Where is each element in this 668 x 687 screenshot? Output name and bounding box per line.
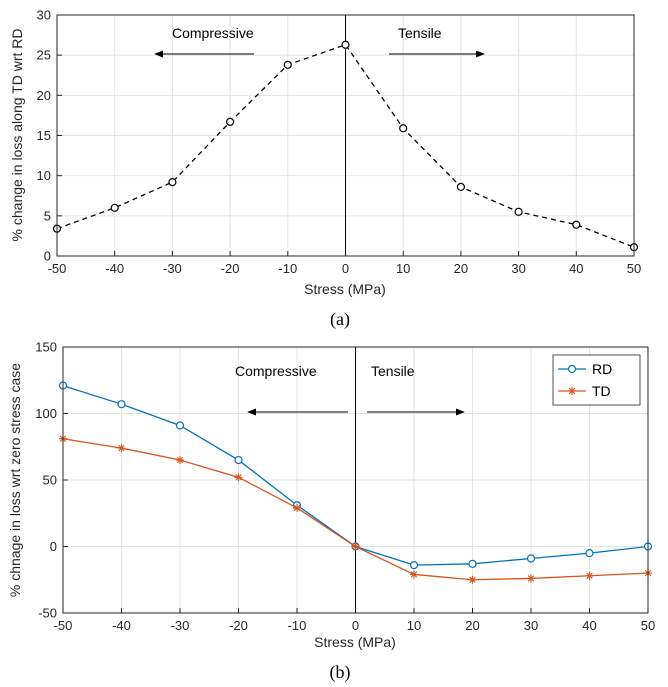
data-point <box>226 117 235 126</box>
y-tick-label: 0 <box>44 249 51 264</box>
data-point-td <box>468 575 477 584</box>
y-tick-label: 15 <box>37 128 51 143</box>
data-point <box>572 220 581 229</box>
ticks-b: -50 -40 -30 -20 -10 0 10 20 30 40 50 -50 0 50 100 150 <box>35 340 655 634</box>
legend: RD TD <box>552 354 641 406</box>
x-tick-label: 50 <box>627 261 641 276</box>
x-tick-label: -30 <box>171 618 190 633</box>
data-point <box>283 60 292 69</box>
x-tick-label: -20 <box>221 261 240 276</box>
x-tick-label: -10 <box>288 618 307 633</box>
series-line <box>56 43 635 248</box>
x-tick-label: 50 <box>641 618 655 633</box>
x-tick-label: 10 <box>396 261 410 276</box>
x-tick-label: -30 <box>163 261 182 276</box>
x-tick-label: 40 <box>569 261 583 276</box>
data-point <box>456 182 465 192</box>
x-tick-label: 30 <box>524 618 538 633</box>
y-tick-label: 0 <box>50 539 57 554</box>
data-point <box>110 203 119 212</box>
data-point-rd <box>585 549 594 558</box>
x-axis-label-a: Stress (MPa) <box>304 281 386 297</box>
legend-td-label: TD <box>592 383 611 399</box>
annotation-compressive-label-a: Compressive <box>172 25 254 41</box>
data-point-td <box>176 456 184 465</box>
data-point-rd <box>175 421 185 430</box>
y-tick-label: 20 <box>37 88 51 103</box>
y-tick-label: 50 <box>43 473 57 488</box>
annotation-tensile-b: Tensile <box>367 363 465 416</box>
y-tick-label: -50 <box>38 606 57 621</box>
x-tick-label: -20 <box>229 618 248 633</box>
x-tick-label: -10 <box>278 261 297 276</box>
annotation-compressive-a: Compressive <box>154 25 254 58</box>
y-axis-label-b: % chnage in loss wrt zero stress case <box>7 363 23 597</box>
data-point-td <box>351 542 360 551</box>
chart-a: -50 -40 -30 -20 -10 0 10 20 30 40 50 0 5 10 15 20 25 30 C… <box>9 8 641 331</box>
annotation-compressive-label-b: Compressive <box>235 363 317 379</box>
annotation-compressive-b: Compressive <box>235 363 348 416</box>
annotation-tensile-label-a: Tensile <box>398 25 442 41</box>
y-tick-label: 150 <box>35 340 57 355</box>
data-point-td <box>410 570 418 579</box>
legend-rd-label: RD <box>592 361 612 377</box>
legend-rd-marker <box>567 364 577 374</box>
plot-border-a <box>56 14 635 257</box>
data-point-rd <box>409 561 419 570</box>
data-point-rd <box>526 554 536 563</box>
plot-border-b <box>62 346 649 614</box>
data-point-rd <box>117 400 126 409</box>
y-tick-label: 10 <box>37 168 51 183</box>
ticks-a: -50 -40 -30 -20 -10 0 10 20 30 40 50 0 5 10 15 20 25 30 <box>37 8 642 277</box>
data-point-rd <box>234 455 243 465</box>
y-axis-label-a: % change in loss along TD wrt RD <box>9 29 25 242</box>
y-tick-label: 30 <box>37 8 51 23</box>
legend-box <box>552 354 641 406</box>
x-tick-label: 0 <box>352 618 359 633</box>
data-point-rd <box>468 559 477 568</box>
x-tick-label: 10 <box>407 618 421 633</box>
chart-b: -50 -40 -30 -20 -10 0 10 20 30 40 50 -50 0 50 100 150 C… <box>7 340 655 684</box>
data-point-td <box>117 444 126 453</box>
x-axis-label-b: Stress (MPa) <box>314 634 396 650</box>
data-point <box>168 177 177 187</box>
data-point <box>514 207 523 216</box>
x-tick-label: -40 <box>105 261 124 276</box>
data-point-td <box>585 571 594 580</box>
caption-a: (a) <box>330 309 350 330</box>
y-tick-label: 100 <box>35 406 57 421</box>
x-tick-label: 40 <box>582 618 596 633</box>
data-point-td <box>234 473 243 482</box>
data-point-td <box>527 574 535 583</box>
x-tick-label: 30 <box>511 261 525 276</box>
annotation-tensile-a: Tensile <box>389 25 485 58</box>
x-tick-label: -50 <box>48 261 67 276</box>
y-tick-label: 5 <box>44 208 51 223</box>
y-tick-label: 25 <box>37 48 51 63</box>
data-point <box>399 124 408 133</box>
x-tick-label: 0 <box>342 261 349 276</box>
x-tick-label: 20 <box>465 618 479 633</box>
data-point-td <box>293 503 301 512</box>
x-tick-label: -50 <box>54 618 73 633</box>
x-tick-label: -40 <box>112 618 131 633</box>
caption-b: (b) <box>330 662 351 683</box>
data-point <box>341 40 350 49</box>
legend-td-marker <box>568 387 576 395</box>
annotation-tensile-label-b: Tensile <box>371 363 415 379</box>
x-tick-label: 20 <box>454 261 468 276</box>
